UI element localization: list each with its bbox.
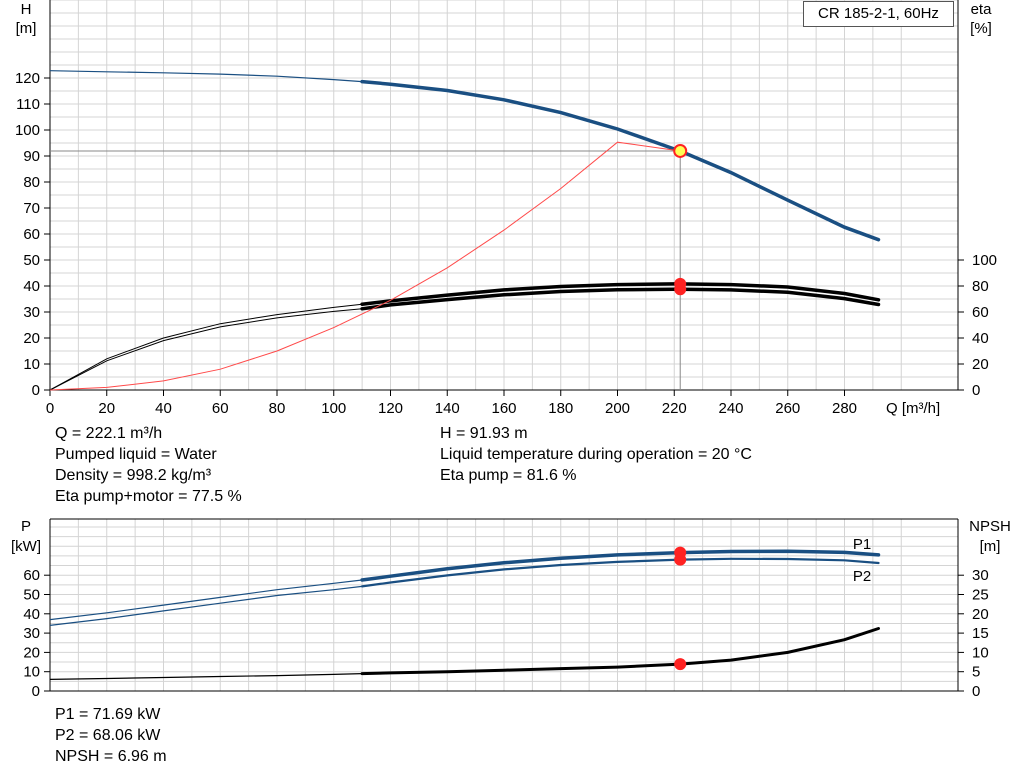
power-panel-grid [49, 519, 958, 691]
eta-pump-curve [360, 282, 881, 306]
head-axis-label: H [21, 1, 32, 18]
p1-curve [360, 549, 881, 582]
head-tick-label: 120 [15, 70, 40, 87]
power-tick-label: 50 [23, 587, 40, 604]
head-tick-label: 90 [23, 148, 40, 165]
info-eta-pump: Eta pump = 81.6 % [440, 467, 577, 484]
flow-tick-label: 220 [662, 400, 687, 417]
head-tick-label: 100 [15, 122, 40, 139]
flow-tick-label: 20 [98, 400, 115, 417]
system-curve [49, 141, 681, 391]
info-p2: P2 = 68.06 kW [55, 727, 161, 744]
npsh-axis-label: NPSH [969, 518, 1011, 535]
power-axis-unit: [kW] [11, 538, 41, 555]
eta-tick-label: 60 [972, 304, 989, 321]
flow-tick-label: 260 [775, 400, 800, 417]
flow-tick-label: 180 [548, 400, 573, 417]
power-panel-series: P1 P2 [49, 536, 881, 680]
npsh-tick-label: 15 [972, 625, 989, 642]
p1-series-label: P1 [853, 536, 871, 553]
info-panel-right: H = 91.93 m Liquid temperature during op… [440, 423, 752, 486]
npsh-curve-extrapolated [49, 673, 363, 680]
duty-point-eta-total [674, 283, 687, 296]
duty-point-head [673, 143, 688, 158]
flow-tick-label: 0 [46, 400, 54, 417]
npsh-tick-label: 20 [972, 606, 989, 623]
power-tick-label: 0 [32, 683, 40, 700]
info-p1: P1 = 71.69 kW [55, 706, 161, 723]
npsh-curve [360, 627, 880, 676]
duty-point-markers [673, 143, 688, 671]
p1-curve-extrapolated [49, 579, 363, 621]
flow-tick-label: 240 [718, 400, 743, 417]
pump-title: CR 185-2-1, 60Hz [803, 1, 954, 27]
head-tick-label: 50 [23, 252, 40, 269]
npsh-tick-label: 10 [972, 644, 989, 661]
npsh-tick-label: 0 [972, 683, 980, 700]
npsh-tick-label: 5 [972, 664, 980, 681]
head-tick-label: 60 [23, 226, 40, 243]
eta-tick-label: 40 [972, 330, 989, 347]
flow-tick-label: 160 [491, 400, 516, 417]
flow-tick-label: 120 [378, 400, 403, 417]
head-panel-axes: 0 10 20 30 40 50 60 70 80 90 100 110 120 0 20 40 60 80 100… [15, 0, 997, 417]
head-curve [360, 79, 881, 242]
flow-tick-label: 60 [212, 400, 229, 417]
flow-axis-label: Q [m³/h] [886, 400, 940, 417]
flow-tick-label: 200 [605, 400, 630, 417]
head-panel-grid [49, 0, 958, 390]
flow-tick-label: 40 [155, 400, 172, 417]
eta-axis-label: eta [971, 1, 993, 18]
eta-tick-label: 0 [972, 382, 980, 399]
info-panel-left: Q = 222.1 m³/h Pumped liquid = Water Den… [55, 423, 242, 507]
power-tick-label: 60 [23, 567, 40, 584]
eta-axis-unit: [%] [970, 20, 992, 37]
flow-tick-label: 100 [321, 400, 346, 417]
head-tick-label: 80 [23, 174, 40, 191]
npsh-axis-unit: [m] [980, 538, 1001, 555]
head-tick-label: 110 [16, 96, 40, 113]
flow-tick-label: 140 [435, 400, 460, 417]
eta-pump-motor-curve-extrapolated [49, 308, 363, 391]
info-flow: Q = 222.1 m³/h [55, 425, 163, 442]
head-tick-label: 40 [23, 278, 40, 295]
head-tick-label: 10 [23, 356, 40, 373]
head-curve-extrapolated [49, 70, 363, 83]
power-tick-label: 30 [23, 625, 40, 642]
info-temperature: Liquid temperature during operation = 20… [440, 446, 752, 463]
info-liquid: Pumped liquid = Water [55, 446, 217, 463]
head-tick-label: 70 [23, 200, 40, 217]
p2-curve [361, 557, 880, 588]
head-tick-label: 30 [23, 304, 40, 321]
npsh-tick-label: 30 [972, 567, 989, 584]
eta-pump-curve-extrapolated [49, 303, 363, 391]
power-tick-label: 40 [23, 606, 40, 623]
flow-tick-label: 80 [269, 400, 286, 417]
eta-tick-label: 20 [972, 356, 989, 373]
info-head: H = 91.93 m [440, 425, 528, 442]
power-panel-axes: 0 10 20 30 40 50 60 0 5 10 15 20 25 30 P [kW] NPSH [m] [11, 518, 1011, 700]
head-tick-label: 20 [23, 330, 40, 347]
info-eta-total: Eta pump+motor = 77.5 % [55, 488, 242, 505]
head-panel-series [49, 70, 881, 391]
info-panel-power: P1 = 71.69 kW P2 = 68.06 kW NPSH = 6.96 … [55, 704, 167, 767]
eta-pump-motor-curve [360, 287, 881, 311]
head-tick-label: 0 [32, 382, 40, 399]
npsh-tick-label: 25 [972, 587, 989, 604]
power-tick-label: 20 [23, 644, 40, 661]
eta-tick-label: 100 [972, 252, 997, 269]
duty-point-p2 [674, 553, 687, 566]
head-axis-unit: [m] [16, 20, 37, 37]
power-axis-label: P [21, 518, 31, 535]
info-npsh: NPSH = 6.96 m [55, 748, 167, 765]
info-density: Density = 998.2 kg/m³ [55, 467, 212, 484]
p2-series-label: P2 [853, 568, 871, 585]
p2-curve-extrapolated [49, 585, 363, 626]
flow-tick-label: 280 [832, 400, 857, 417]
power-tick-label: 10 [23, 664, 40, 681]
eta-tick-label: 80 [972, 278, 989, 295]
duty-point-npsh [674, 658, 687, 671]
